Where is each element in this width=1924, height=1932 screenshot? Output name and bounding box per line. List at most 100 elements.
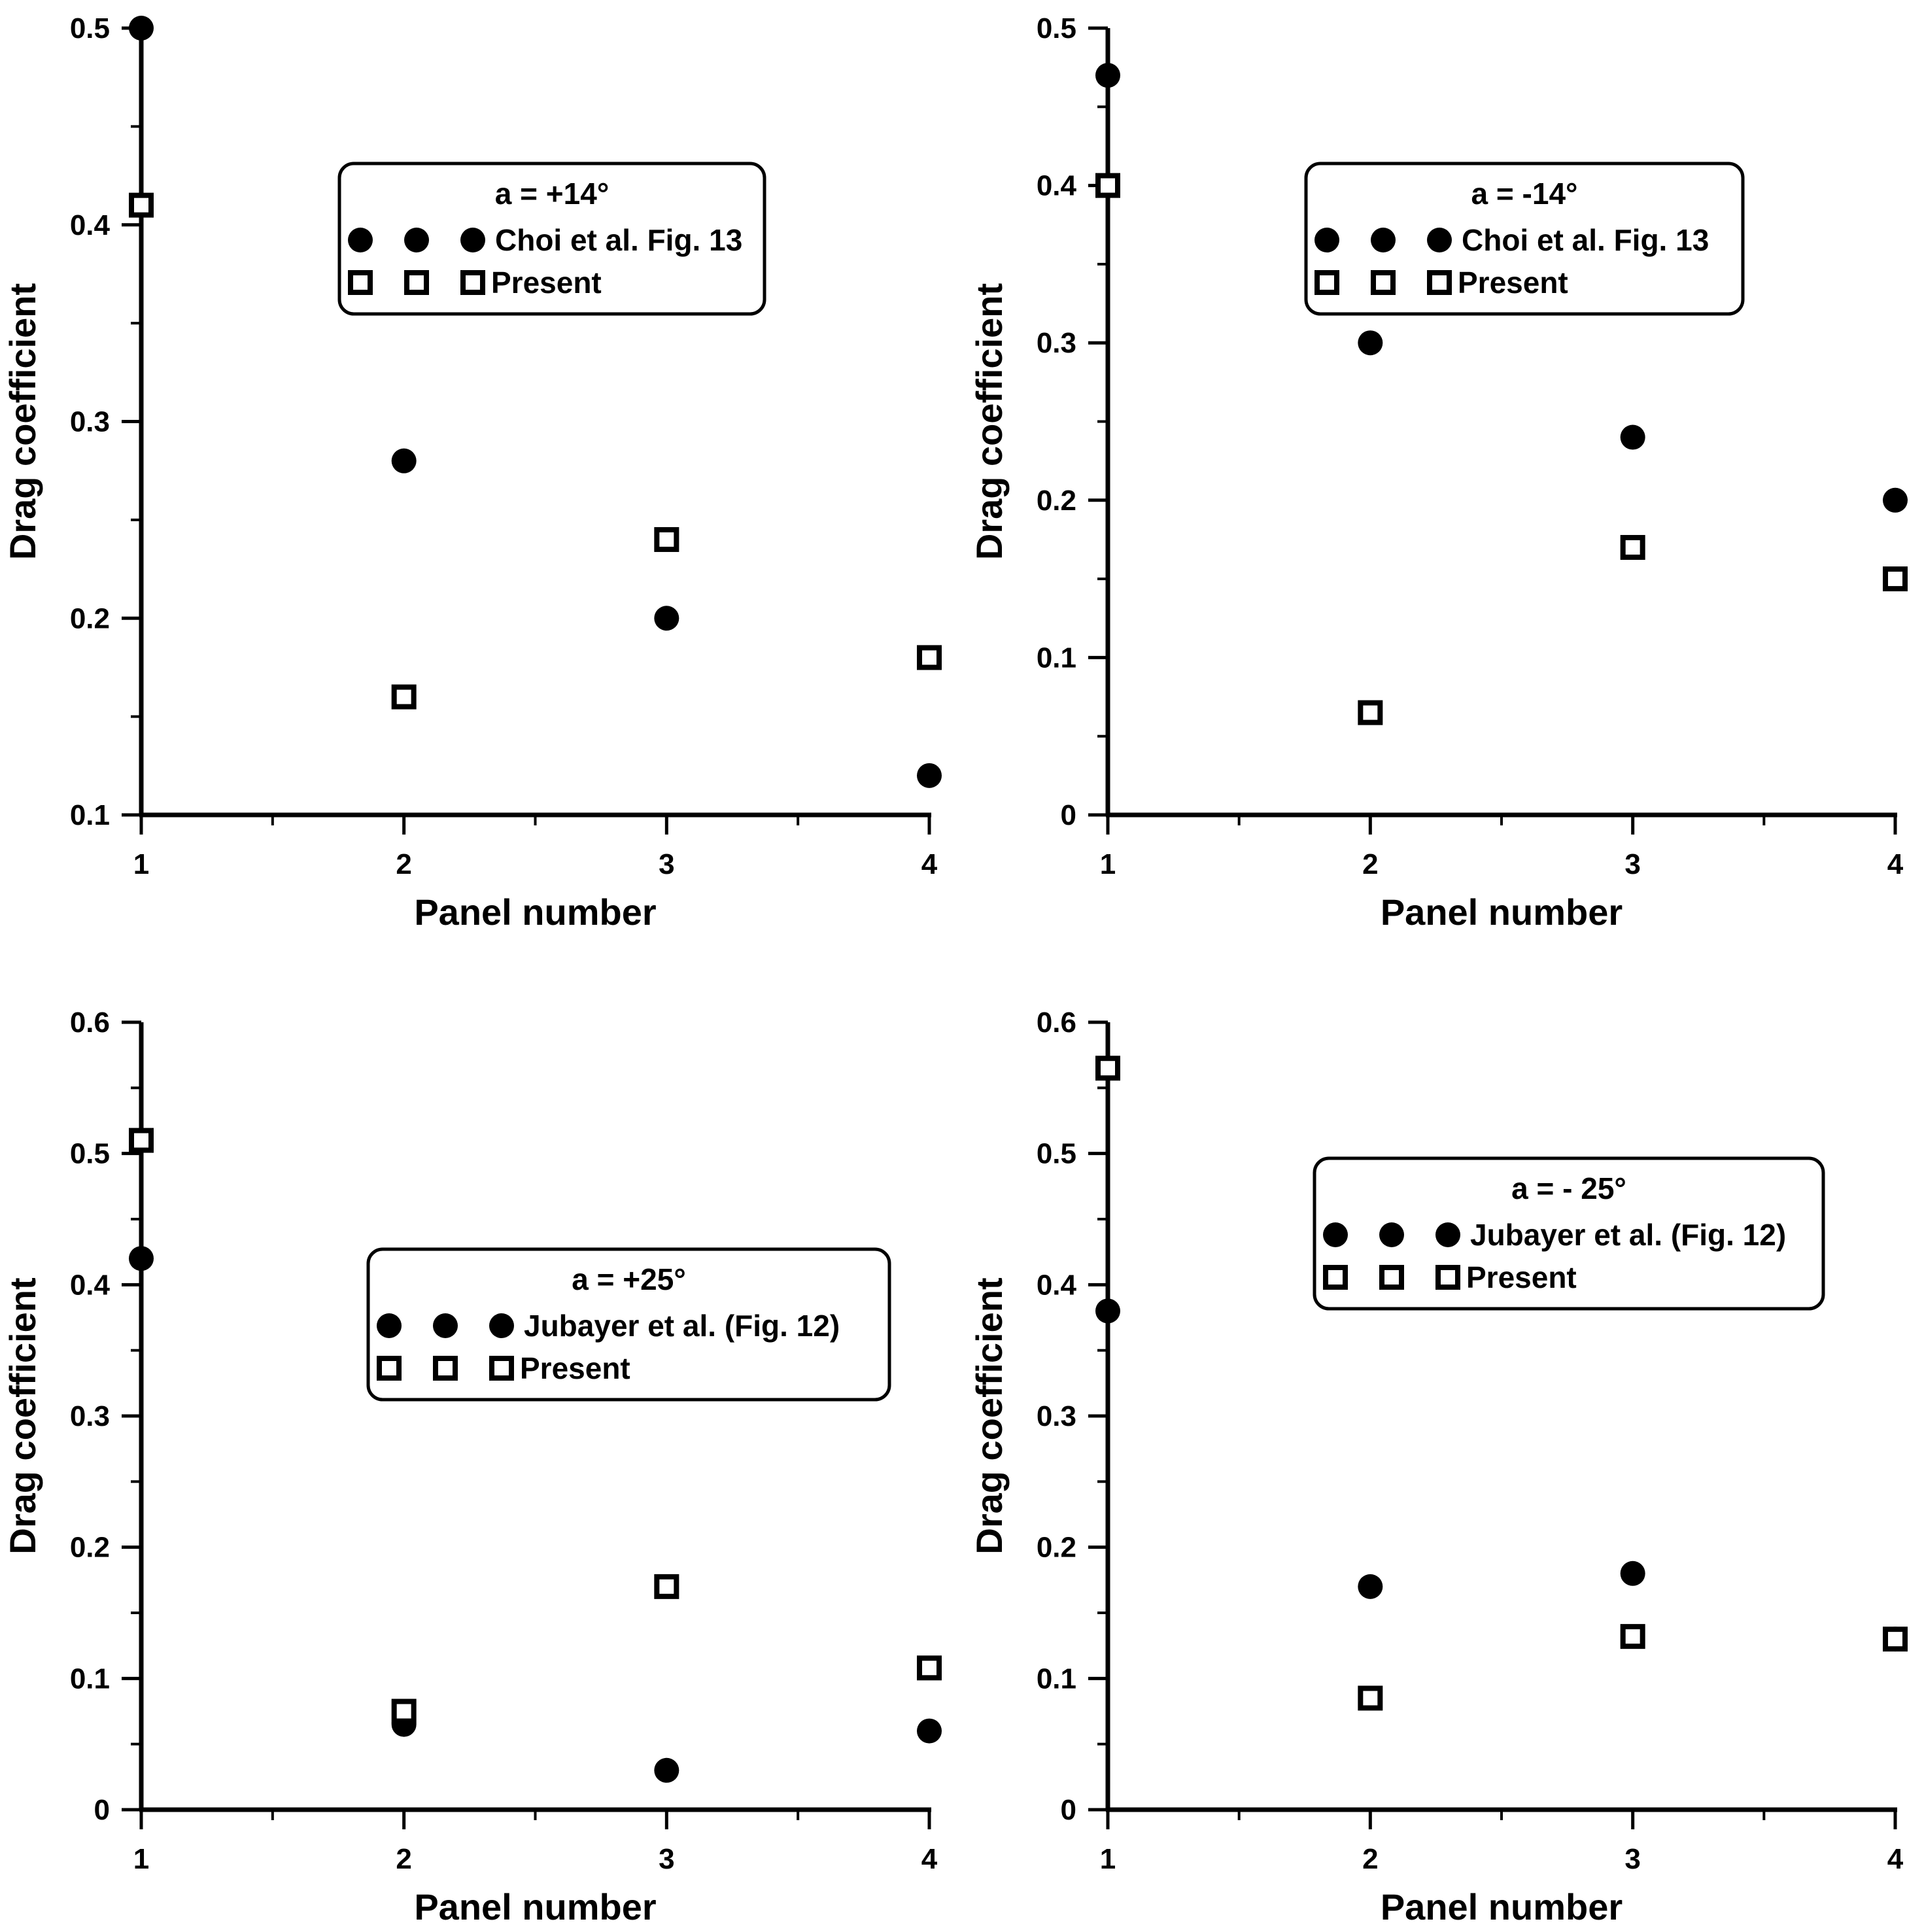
legend-title: a = - 25° — [1511, 1171, 1626, 1205]
data-point-square — [1883, 1627, 1908, 1652]
legend-circle-marker — [1323, 1222, 1348, 1247]
legend-square-marker — [1314, 270, 1339, 295]
y-tick-label: 0.1 — [70, 1663, 110, 1695]
chart-panel-bottom-left: 0 0.1 0.2 0.3 0.4 0.5 0.6 1 2 3 4 Panel number Drag … — [2, 1007, 942, 1927]
data-point-square — [654, 1574, 679, 1599]
y-axis-title: Drag coefficient — [969, 1277, 1010, 1554]
data-point-circle — [1620, 424, 1645, 450]
legend-title: a = -14° — [1471, 177, 1578, 211]
legend-label: Present — [520, 1351, 630, 1385]
x-tick-label: 1 — [1100, 848, 1116, 880]
data-point-circle — [654, 1757, 679, 1783]
legend-circle-marker — [404, 228, 429, 252]
legend-square-marker — [433, 1356, 458, 1381]
y-tick-label: 0.3 — [70, 1400, 110, 1432]
x-tick-label: 2 — [396, 848, 411, 880]
y-axis-title: Drag coefficient — [2, 283, 43, 560]
data-point-circle — [1095, 1298, 1120, 1324]
data-point-circle — [129, 1246, 154, 1271]
y-tick-label: 0 — [1061, 799, 1076, 831]
y-tick-label: 0 — [1061, 1794, 1076, 1826]
legend-square-marker — [404, 270, 429, 295]
data-point-circle — [1620, 1561, 1645, 1586]
legend-circle-marker — [1314, 228, 1339, 252]
data-point-circle — [654, 606, 679, 631]
data-point-square — [129, 1128, 154, 1153]
y-tick-label: 0.6 — [70, 1007, 110, 1039]
data-point-square — [391, 1699, 417, 1724]
legend-label: Present — [491, 266, 602, 300]
data-point-square — [917, 1655, 942, 1681]
legend-label: Choi et al. Fig. 13 — [1462, 223, 1709, 257]
y-tick-label: 0.2 — [1037, 485, 1076, 517]
legend-circle-marker — [1379, 1222, 1404, 1247]
x-tick-label: 1 — [133, 1843, 149, 1875]
y-tick-label: 0.4 — [1037, 1269, 1077, 1301]
y-tick-label: 0.5 — [70, 1138, 110, 1170]
chart-panel-bottom-right: 0 0.1 0.2 0.3 0.4 0.5 0.6 1 2 3 4 Panel number Drag … — [969, 1007, 1908, 1927]
legend-circle-marker — [489, 1313, 514, 1338]
legend-square-marker — [1379, 1265, 1404, 1290]
y-tick-label: 0.5 — [70, 12, 110, 44]
x-tick-label: 1 — [133, 848, 149, 880]
data-point-circle — [129, 16, 154, 41]
data-point-square — [1620, 534, 1645, 560]
x-tick-label: 3 — [659, 848, 674, 880]
legend-circle-marker — [1435, 1222, 1460, 1247]
x-tick-label: 3 — [659, 1843, 674, 1875]
data-point-circle — [1358, 1574, 1383, 1599]
legend-circle-marker — [433, 1313, 458, 1338]
y-tick-label: 0.1 — [1037, 642, 1076, 674]
legend-title: a = +25° — [572, 1262, 685, 1296]
legend-label: Choi et al. Fig. 13 — [495, 223, 742, 257]
y-tick-label: 0 — [94, 1794, 110, 1826]
legend-square-marker — [348, 270, 373, 295]
legend-circle-marker — [348, 228, 373, 252]
legend-circle-marker — [377, 1313, 402, 1338]
x-axis-title: Panel number — [1381, 1886, 1623, 1927]
legend-square-marker — [1371, 270, 1396, 295]
data-point-square — [391, 684, 417, 710]
legend: a = +14° Choi et al. Fig. 13 Present — [337, 162, 766, 316]
y-tick-label: 0.3 — [1037, 1400, 1076, 1432]
data-point-square — [1095, 1056, 1120, 1081]
x-axis-title: Panel number — [414, 1886, 656, 1927]
data-point-circle — [917, 763, 942, 788]
x-axis-title: Panel number — [1381, 891, 1623, 933]
y-tick-label: 0.4 — [70, 1269, 111, 1301]
data-point-circle — [1358, 330, 1383, 356]
data-point-square — [1620, 1624, 1645, 1649]
y-axis-title: Drag coefficient — [969, 283, 1010, 560]
data-point-circle — [1095, 63, 1120, 88]
x-tick-label: 2 — [396, 1843, 411, 1875]
legend-label: Present — [1458, 266, 1568, 300]
y-tick-label: 0.4 — [1037, 170, 1077, 202]
x-tick-label: 3 — [1624, 1843, 1640, 1875]
legend-label: Jubayer et al. (Fig. 12) — [1470, 1218, 1786, 1252]
y-tick-label: 0.2 — [70, 1532, 110, 1564]
x-tick-label: 2 — [1362, 1843, 1378, 1875]
y-tick-label: 0.3 — [1037, 327, 1076, 359]
x-tick-label: 3 — [1624, 848, 1640, 880]
legend-square-marker — [460, 270, 485, 295]
x-tick-label: 4 — [1887, 848, 1904, 880]
y-tick-label: 0.2 — [1037, 1532, 1076, 1564]
y-axis-title: Drag coefficient — [2, 1277, 43, 1554]
legend-square-marker — [1427, 270, 1452, 295]
data-point-square — [654, 526, 679, 552]
y-tick-label: 0.1 — [70, 799, 110, 831]
chart-panel-top-left: 0.1 0.2 0.3 0.4 0.5 1 2 3 4 Panel number Drag coef… — [2, 12, 942, 933]
legend-circle-marker — [1427, 228, 1452, 252]
x-axis-title: Panel number — [414, 891, 656, 933]
x-tick-label: 4 — [921, 1843, 938, 1875]
legend: a = -14° Choi et al. Fig. 13 Present — [1304, 162, 1745, 316]
legend-title: a = +14° — [495, 177, 609, 211]
legend-circle-marker — [460, 228, 485, 252]
legend-box — [1304, 162, 1745, 316]
y-tick-label: 0.1 — [1037, 1663, 1076, 1695]
y-tick-label: 0.5 — [1037, 12, 1076, 44]
y-tick-label: 0.3 — [70, 406, 110, 438]
legend-square-marker — [489, 1356, 514, 1381]
legend-square-marker — [1435, 1265, 1460, 1290]
